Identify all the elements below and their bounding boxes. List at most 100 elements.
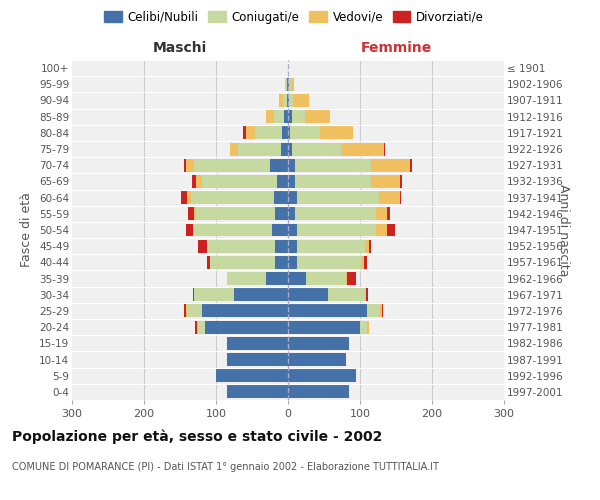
Bar	[288, 142, 292, 156]
Bar	[194, 208, 196, 220]
Bar	[288, 256, 296, 269]
Bar	[400, 191, 401, 204]
Bar	[287, 94, 288, 107]
Bar	[288, 126, 290, 140]
Bar	[275, 240, 288, 252]
Bar	[288, 191, 296, 204]
Bar	[246, 126, 255, 140]
Bar	[202, 304, 288, 318]
Bar	[367, 320, 368, 334]
Bar	[382, 304, 383, 318]
Bar	[280, 94, 283, 107]
Bar	[400, 175, 402, 188]
Bar	[295, 208, 376, 220]
Bar	[289, 78, 291, 91]
Bar	[287, 78, 288, 91]
Bar	[289, 94, 293, 107]
Bar	[288, 353, 346, 366]
Bar	[386, 224, 395, 236]
Bar	[198, 240, 206, 252]
Bar	[283, 94, 287, 107]
Bar	[196, 175, 202, 188]
Bar	[368, 240, 371, 252]
Bar	[216, 369, 288, 382]
Bar	[295, 159, 371, 172]
Text: Maschi: Maschi	[153, 41, 207, 55]
Bar	[197, 320, 198, 334]
Bar	[205, 320, 288, 334]
Bar	[288, 224, 296, 236]
Bar	[255, 126, 282, 140]
Bar	[295, 175, 371, 188]
Bar	[288, 304, 367, 318]
Bar	[196, 208, 275, 220]
Bar	[306, 272, 346, 285]
Text: Popolazione per età, sesso e stato civile - 2002: Popolazione per età, sesso e stato civil…	[12, 430, 382, 444]
Bar	[361, 256, 364, 269]
Bar	[195, 320, 197, 334]
Bar	[367, 288, 368, 301]
Bar	[288, 337, 349, 350]
Bar	[296, 240, 365, 252]
Bar	[266, 272, 288, 285]
Bar	[242, 126, 246, 140]
Bar	[187, 304, 202, 318]
Bar	[288, 159, 295, 172]
Bar	[270, 159, 288, 172]
Bar	[186, 304, 187, 318]
Text: Femmine: Femmine	[361, 41, 431, 55]
Bar	[288, 175, 295, 188]
Bar	[305, 110, 330, 123]
Bar	[328, 288, 365, 301]
Bar	[292, 110, 305, 123]
Bar	[293, 94, 309, 107]
Bar	[288, 240, 296, 252]
Bar	[274, 110, 284, 123]
Bar	[365, 288, 367, 301]
Bar	[186, 224, 193, 236]
Bar	[284, 110, 288, 123]
Bar	[296, 224, 376, 236]
Bar	[285, 78, 287, 91]
Bar	[206, 240, 275, 252]
Bar	[371, 175, 400, 188]
Bar	[288, 208, 295, 220]
Bar	[266, 110, 274, 123]
Bar	[277, 175, 288, 188]
Bar	[296, 191, 379, 204]
Bar	[184, 159, 186, 172]
Bar	[191, 191, 274, 204]
Bar	[365, 240, 368, 252]
Bar	[288, 320, 360, 334]
Bar	[288, 78, 289, 91]
Bar	[291, 78, 295, 91]
Bar	[288, 369, 356, 382]
Bar	[193, 288, 194, 301]
Legend: Celibi/Nubili, Coniugati/e, Vedovi/e, Divorziati/e: Celibi/Nubili, Coniugati/e, Vedovi/e, Di…	[99, 6, 489, 28]
Bar	[181, 191, 187, 204]
Bar	[410, 159, 412, 172]
Bar	[274, 191, 288, 204]
Bar	[288, 288, 328, 301]
Bar	[376, 208, 386, 220]
Bar	[380, 304, 382, 318]
Bar	[234, 288, 288, 301]
Bar	[206, 256, 210, 269]
Bar	[296, 256, 361, 269]
Bar	[384, 142, 385, 156]
Bar	[230, 142, 238, 156]
Bar	[292, 142, 341, 156]
Bar	[364, 256, 367, 269]
Bar	[320, 126, 353, 140]
Bar	[198, 320, 205, 334]
Bar	[347, 272, 356, 285]
Bar	[376, 224, 386, 236]
Bar	[227, 353, 288, 366]
Bar	[367, 304, 380, 318]
Bar	[188, 208, 194, 220]
Bar	[210, 256, 275, 269]
Bar	[272, 224, 288, 236]
Bar	[341, 142, 384, 156]
Bar	[288, 110, 292, 123]
Bar	[238, 142, 281, 156]
